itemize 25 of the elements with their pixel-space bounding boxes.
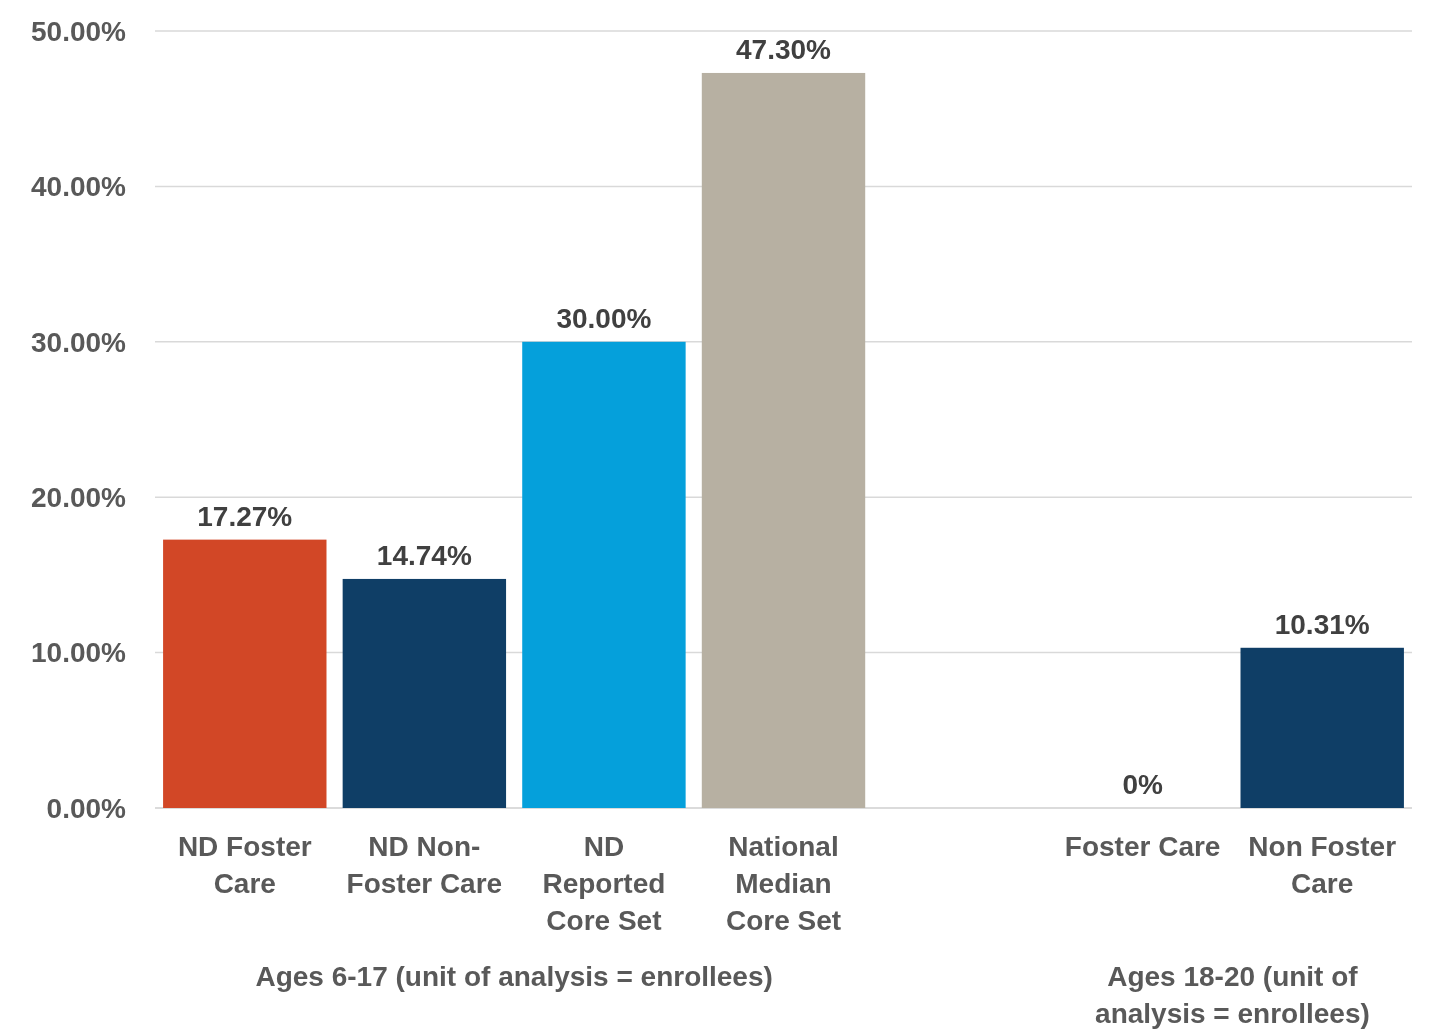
data-label: 0% <box>1122 769 1163 800</box>
text: Ages 6-17 (unit of analysis = enrollees) <box>255 961 773 992</box>
y-tick-label: 0.00% <box>46 792 127 824</box>
data-label: 30.00% <box>556 302 652 334</box>
x-tick-label: National Median Core Set <box>725 831 842 936</box>
y-tick-label: 10.00% <box>31 637 127 669</box>
y-tick-label: 40.00% <box>31 171 127 203</box>
text: Ages 18-20 (unit of analysis = enrollees) <box>1095 961 1370 1029</box>
data-label: 14.74% <box>376 539 472 571</box>
bar <box>701 72 866 808</box>
x-tick-label: ND Non-Foster Care <box>346 831 503 899</box>
x-tick-label: ND Reported Core Set <box>542 831 666 936</box>
y-tick-label: 50.00% <box>31 15 127 47</box>
y-tick-label: 30.00% <box>31 326 127 358</box>
x-tick-label: ND Foster Care <box>177 831 312 899</box>
x-tick-label: Foster Care <box>1064 831 1221 862</box>
x-tick-label: Non Foster Care <box>1248 831 1397 899</box>
bar <box>342 578 507 808</box>
data-label: 17.27% <box>197 500 293 532</box>
data-label: 10.31% <box>1274 608 1370 640</box>
bar <box>522 341 686 808</box>
bar <box>1240 647 1404 808</box>
y-tick-label: 20.00% <box>31 482 127 513</box>
data-label: 47.30% <box>736 33 832 65</box>
bar <box>163 539 327 808</box>
